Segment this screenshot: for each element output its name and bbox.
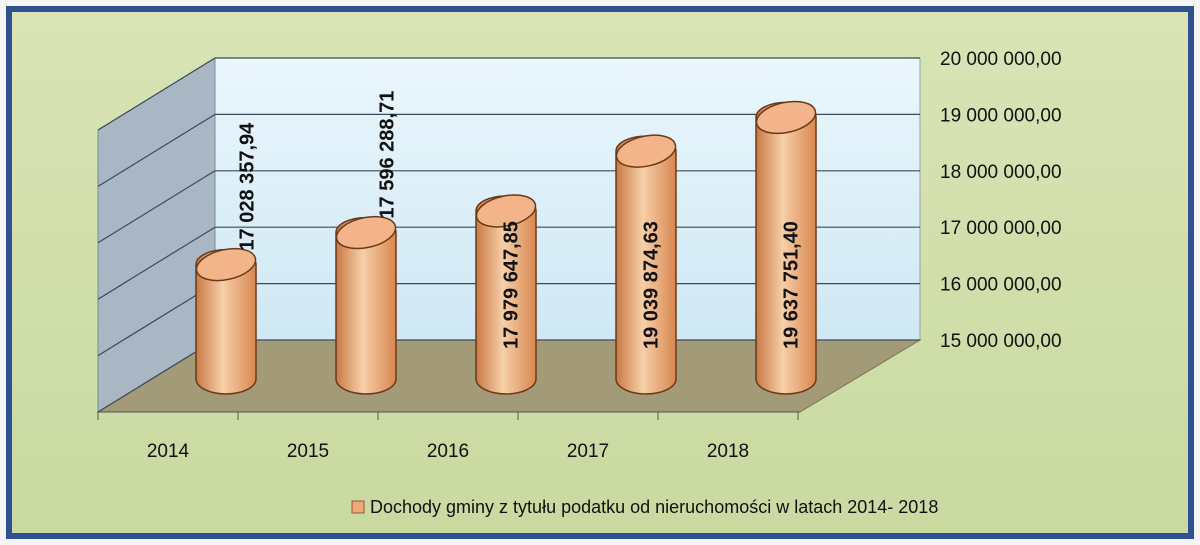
value-label: 17 596 288,71: [376, 91, 398, 219]
y-tick-label: 16 000 000,00: [940, 275, 1062, 296]
value-label: 19 637 751,40: [780, 221, 802, 349]
bar: [755, 101, 817, 395]
x-tick-label: 2018: [707, 441, 749, 462]
bar-cap: [755, 100, 817, 135]
value-label: 17 028 357,94: [236, 122, 258, 251]
y-tick-label: 17 000 000,00: [940, 218, 1062, 239]
x-tick-label: 2015: [287, 441, 329, 462]
y-tick-label: 19 000 000,00: [940, 105, 1062, 126]
y-tick-label: 18 000 000,00: [940, 162, 1062, 183]
bar: [195, 248, 257, 395]
bar: [475, 195, 537, 395]
bar-cap: [335, 215, 397, 250]
bar-group: [335, 215, 397, 395]
bar-group: [755, 100, 817, 395]
bar: [615, 135, 677, 395]
bar-group: [195, 247, 257, 395]
grid-line: [97, 170, 216, 244]
bar-cap: [475, 194, 537, 228]
bar-cap: [615, 134, 677, 168]
bar-group: [475, 194, 537, 395]
grid-line: [97, 113, 216, 187]
grid-line: [97, 57, 216, 131]
legend-label: Dochody gminy z tytułu podatku od nieruc…: [370, 497, 938, 517]
legend-swatch: [351, 500, 365, 514]
x-tick-label: 2014: [147, 441, 190, 462]
value-label: 19 039 874,63: [640, 221, 662, 349]
y-tick-label: 20 000 000,00: [940, 49, 1062, 70]
bar: [335, 216, 397, 395]
bar-cap: [195, 247, 257, 282]
grid-line: [97, 226, 216, 300]
x-tick-label: 2017: [567, 441, 609, 462]
y-tick-label: 15 000 000,00: [940, 331, 1062, 352]
value-label: 17 979 647,85: [500, 221, 522, 349]
bar-group: [615, 134, 677, 395]
x-tick-label: 2016: [427, 441, 469, 462]
